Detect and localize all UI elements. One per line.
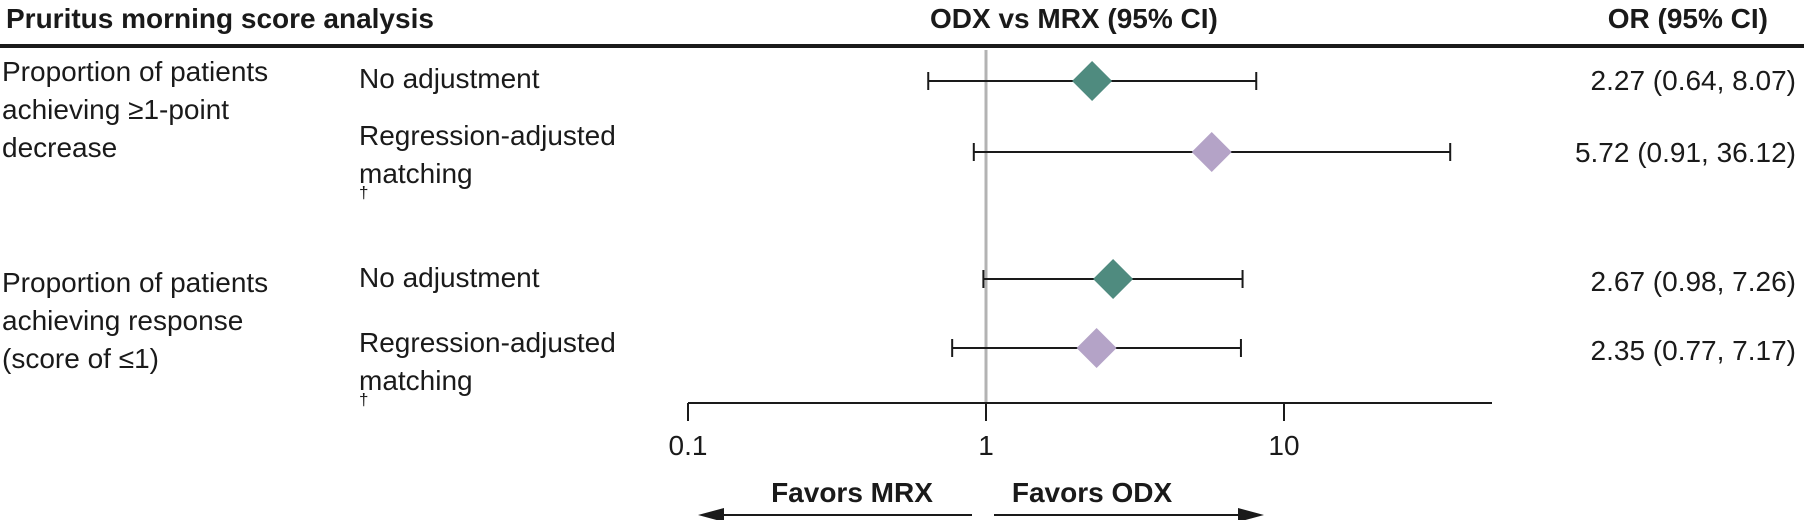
or-value: 2.67 (0.98, 7.26) xyxy=(1590,266,1796,297)
header-analysis: Pruritus morning score analysis xyxy=(6,3,434,34)
header-comparison: ODX vs MRX (95% CI) xyxy=(930,3,1218,34)
x-tick-label: 0.1 xyxy=(669,430,708,461)
group-label-line: decrease xyxy=(2,132,118,163)
header-or: OR (95% CI) xyxy=(1607,3,1768,34)
adjustment-line: No adjustment xyxy=(359,262,540,293)
group-label-line: Proportion of patients xyxy=(2,56,269,87)
adjustment-line: matching † xyxy=(359,362,616,408)
favors-mrx-label: Favors MRX xyxy=(771,477,933,508)
x-tick-label: 10 xyxy=(1268,430,1299,461)
group-label-decrease: Proportion of patients achieving ≥1-poin… xyxy=(2,53,342,167)
header-rule xyxy=(0,44,1804,48)
x-tick-label: 1 xyxy=(978,430,994,461)
adjustment-label: Regression-adjusted matching † xyxy=(359,324,616,408)
favors-odx-arrowhead xyxy=(1238,508,1264,520)
point-estimate-diamond xyxy=(1191,132,1232,172)
point-estimate-diamond xyxy=(1093,259,1134,299)
point-estimate-diamond xyxy=(1076,328,1117,368)
adjustment-label: No adjustment xyxy=(359,259,540,297)
adjustment-line: Regression-adjusted xyxy=(359,120,616,151)
adjustment-label: Regression-adjusted matching † xyxy=(359,117,616,201)
favors-mrx-arrowhead xyxy=(698,508,724,520)
group-label-line: achieving response xyxy=(2,305,244,336)
group-label-line: achieving ≥1-point xyxy=(2,94,230,125)
adjustment-line: No adjustment xyxy=(359,63,540,94)
adjustment-line: Regression-adjusted xyxy=(359,327,616,358)
favors-odx-label: Favors ODX xyxy=(1012,477,1173,508)
adjustment-label: No adjustment xyxy=(359,60,540,98)
group-label-line: Proportion of patients xyxy=(2,267,269,298)
or-value: 5.72 (0.91, 36.12) xyxy=(1574,137,1796,168)
adjustment-line-text: matching xyxy=(359,158,473,189)
group-label-response: Proportion of patients achieving respons… xyxy=(2,264,342,378)
or-value: 2.27 (0.64, 8.07) xyxy=(1590,65,1796,96)
or-value: 2.35 (0.77, 7.17) xyxy=(1590,335,1796,366)
point-estimate-diamond xyxy=(1072,61,1113,101)
group-label-line: (score of ≤1) xyxy=(2,343,159,374)
adjustment-line: matching † xyxy=(359,155,616,201)
adjustment-line-text: matching xyxy=(359,365,473,396)
